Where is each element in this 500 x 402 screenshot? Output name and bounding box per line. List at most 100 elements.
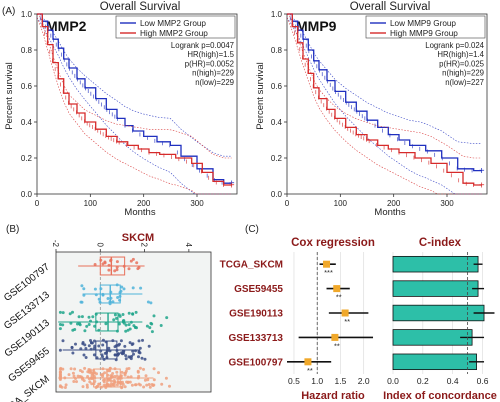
- km-legend-label: High MMP9 Group: [390, 29, 458, 38]
- km-y-tick-label: 0.4: [271, 118, 283, 127]
- skcm-data-point: [109, 374, 113, 378]
- skcm-data-point: [86, 375, 90, 378]
- skcm-data-point: [142, 367, 145, 371]
- skcm-data-point: [60, 385, 64, 389]
- km-survival-curve: [287, 13, 482, 186]
- cindex-x-tick-label: 0.6: [477, 376, 489, 386]
- skcm-data-point: [64, 383, 68, 387]
- skcm-data-point: [82, 287, 86, 291]
- skcm-data-point: [133, 383, 137, 387]
- cox-hr-point: [323, 260, 331, 268]
- skcm-data-point: [58, 370, 62, 374]
- skcm-data-point: [101, 262, 105, 266]
- km-title: Overall Survival: [100, 1, 181, 13]
- cox-significance-label: **: [307, 366, 313, 375]
- km-gene-label: MMP9: [296, 18, 337, 34]
- skcm-data-point: [124, 354, 128, 358]
- skcm-data-point: [157, 371, 160, 375]
- km-xlabel: Months: [374, 207, 405, 218]
- skcm-data-point: [145, 324, 149, 328]
- cox-category-label: GSE190113: [229, 309, 283, 320]
- cindex-bar: [392, 280, 479, 297]
- skcm-data-point: [135, 326, 138, 330]
- skcm-data-point: [82, 293, 86, 297]
- skcm-box: [99, 256, 126, 276]
- panel-label-b: (B): [6, 224, 19, 235]
- skcm-data-point: [69, 367, 73, 371]
- km-legend-label: High MMP2 Group: [140, 29, 208, 38]
- skcm-data-point: [136, 369, 140, 373]
- skcm-data-point: [138, 383, 142, 387]
- skcm-data-point: [87, 323, 91, 326]
- cox-x-tick-label: 2.0: [358, 376, 370, 386]
- skcm-data-point: [164, 376, 168, 380]
- cindex-bar: [392, 304, 485, 322]
- cindex-x-tick-label: 0.0: [387, 376, 399, 386]
- skcm-data-point: [152, 314, 156, 318]
- skcm-data-point: [131, 349, 135, 353]
- skcm-data-point: [101, 374, 105, 378]
- skcm-data-point: [87, 315, 91, 319]
- km-y-tick-label: 1.0: [271, 10, 283, 19]
- skcm-data-point: [148, 326, 152, 330]
- skcm-data-point: [146, 300, 150, 304]
- skcm-data-point: [113, 313, 117, 317]
- cox-significance-label: ***: [324, 268, 333, 277]
- skcm-data-point: [131, 312, 135, 316]
- skcm-data-point: [85, 324, 89, 328]
- skcm-data-point: [107, 346, 111, 350]
- km-stat-text: n(low)=227: [445, 78, 484, 87]
- skcm-data-point: [120, 370, 124, 374]
- skcm-data-point: [81, 385, 85, 389]
- skcm-data-point: [101, 343, 105, 347]
- km-survival-curve: [37, 13, 232, 186]
- skcm-data-point: [71, 351, 75, 355]
- skcm-data-point: [59, 366, 63, 370]
- km-x-tick-label: 100: [84, 199, 98, 208]
- cindex-title: C-index: [419, 237, 462, 249]
- skcm-data-point: [123, 385, 127, 389]
- panel-label-c: (C): [245, 224, 259, 235]
- cindex-x-tick-label: 0.2: [417, 376, 429, 386]
- skcm-data-point: [124, 329, 128, 333]
- km-x-tick-label: 300: [440, 199, 454, 208]
- skcm-data-point: [90, 341, 93, 345]
- skcm-data-point: [61, 323, 65, 327]
- skcm-data-point: [138, 351, 142, 355]
- km-stat-text: n(low)=229: [195, 78, 234, 87]
- skcm-data-point: [72, 374, 76, 378]
- skcm-data-point: [128, 380, 132, 384]
- skcm-data-point: [168, 384, 171, 388]
- skcm-data-point: [85, 383, 89, 387]
- skcm-data-point: [90, 377, 94, 380]
- skcm-x-tick-label: 4: [184, 243, 193, 248]
- skcm-data-point: [97, 382, 101, 386]
- km-chart-mmp2: Overall Survival MMP2 Months Percent sur…: [4, 1, 238, 218]
- skcm-data-point: [151, 384, 155, 387]
- skcm-data-point: [73, 328, 77, 331]
- km-stat-text: HR(high)=1.4: [437, 50, 484, 59]
- skcm-data-point: [97, 344, 101, 348]
- skcm-data-point: [122, 351, 126, 355]
- skcm-data-point: [92, 353, 96, 357]
- skcm-data-point: [58, 323, 62, 326]
- km-xlabel: Months: [124, 207, 155, 218]
- km-y-tick-label: 0.0: [21, 190, 33, 199]
- skcm-data-point: [145, 383, 149, 387]
- skcm-data-point: [165, 316, 169, 320]
- panel-label-a: (A): [2, 6, 15, 17]
- skcm-data-point: [143, 357, 147, 361]
- km-plot-frame: [36, 13, 238, 195]
- skcm-data-point: [113, 375, 117, 378]
- skcm-data-point: [71, 310, 74, 314]
- skcm-data-point: [93, 339, 96, 343]
- cox-forest-plot: Cox regression Hazard ratio 0.5 1.0 1.5 2.0…: [220, 237, 380, 402]
- km-plot-frame: [286, 13, 488, 195]
- skcm-data-point: [115, 374, 119, 378]
- skcm-data-point: [84, 356, 88, 359]
- skcm-data-point: [140, 356, 144, 360]
- skcm-data-point: [90, 382, 94, 386]
- skcm-data-point: [138, 346, 142, 350]
- km-y-tick-label: 0.6: [21, 82, 33, 91]
